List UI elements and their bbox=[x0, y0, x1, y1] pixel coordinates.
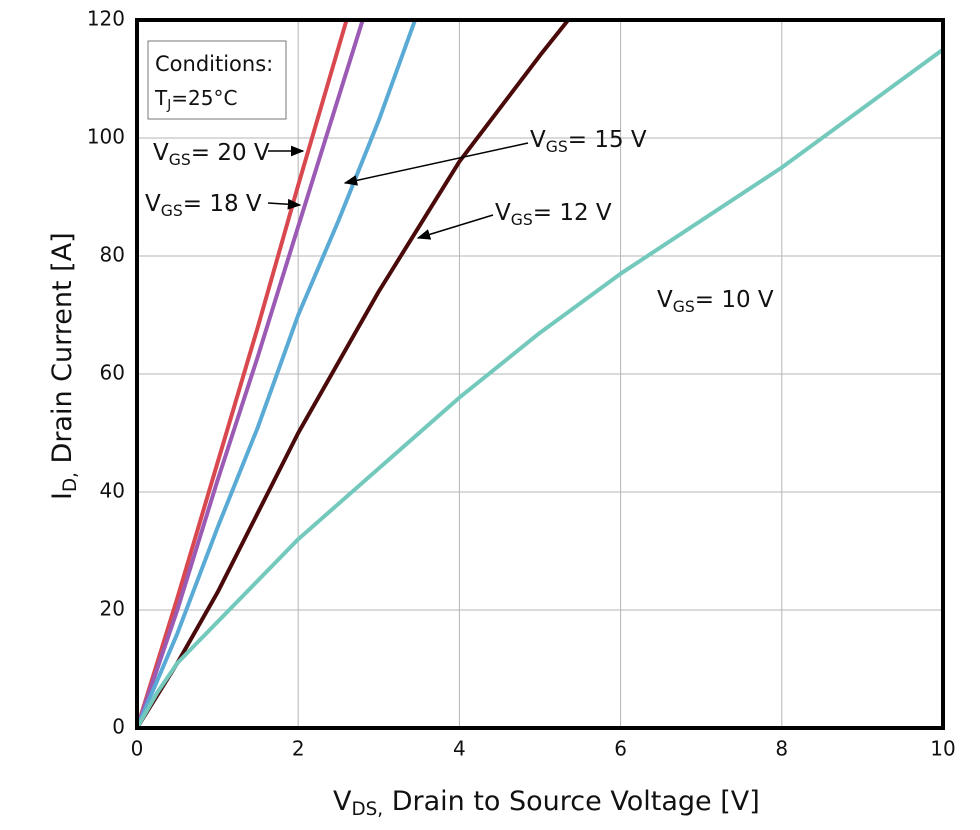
y-tick-label: 60 bbox=[100, 361, 125, 385]
series-label: VGS= 10 V bbox=[657, 287, 774, 316]
plot-frame bbox=[135, 18, 945, 730]
y-axis-title-sub: D, bbox=[60, 472, 81, 492]
series-label: VGS= 18 V bbox=[145, 191, 262, 220]
conditions-line-main: T bbox=[154, 86, 168, 110]
series-label: VGS= 20 V bbox=[153, 140, 270, 169]
series-label-main: V bbox=[530, 127, 546, 153]
series-line bbox=[135, 19, 349, 729]
series-label-sub: GS bbox=[673, 296, 695, 315]
series-label-main: V bbox=[153, 140, 169, 166]
conditions-line: TJ=25°C bbox=[154, 86, 237, 114]
conditions-box bbox=[147, 40, 287, 120]
x-axis-title-rest: Drain to Source Voltage [V] bbox=[383, 786, 760, 817]
series-label-main: V bbox=[145, 191, 161, 217]
annotation-arrow bbox=[267, 198, 302, 210]
series-label-sub: GS bbox=[161, 200, 183, 219]
series-label-rest: = 18 V bbox=[183, 191, 262, 217]
conditions-title: Conditions: bbox=[155, 52, 273, 76]
y-tick-label: 40 bbox=[100, 479, 125, 503]
annotation-arrow bbox=[416, 214, 494, 240]
x-tick-label: 0 bbox=[131, 737, 144, 761]
x-tick-label: 8 bbox=[775, 737, 788, 761]
x-tick-label: 10 bbox=[930, 737, 955, 761]
x-axis-title-main: V bbox=[333, 786, 352, 817]
series-label: VGS= 12 V bbox=[495, 200, 612, 229]
x-axis-title-sub: DS, bbox=[351, 799, 383, 820]
x-tick-label: 4 bbox=[453, 737, 466, 761]
series-line bbox=[135, 18, 570, 730]
annotation-arrow bbox=[343, 142, 529, 186]
conditions-line-sub: J bbox=[166, 97, 171, 113]
conditions-line-rest: =25°C bbox=[171, 86, 237, 110]
y-axis-title-main: I bbox=[47, 492, 78, 500]
y-axis-title-rest: Drain Current [A] bbox=[47, 232, 78, 472]
series-label-rest: = 20 V bbox=[191, 140, 270, 166]
y-tick-label: 0 bbox=[112, 715, 125, 739]
x-axis-title: VDS, Drain to Source Voltage [V] bbox=[333, 786, 760, 821]
series-line bbox=[135, 19, 417, 729]
series-label-main: V bbox=[657, 287, 673, 313]
y-tick-label: 80 bbox=[100, 243, 125, 267]
series-line bbox=[135, 19, 365, 729]
series-label-sub: GS bbox=[511, 209, 533, 228]
series-label-sub: GS bbox=[169, 149, 191, 168]
series-line bbox=[135, 47, 945, 729]
y-tick-label: 100 bbox=[87, 125, 125, 149]
y-axis-title: ID, Drain Current [A] bbox=[47, 232, 82, 500]
y-tick-label: 20 bbox=[100, 597, 125, 621]
series-label-rest: = 15 V bbox=[568, 127, 647, 153]
series-label-sub: GS bbox=[546, 136, 568, 155]
x-tick-label: 6 bbox=[614, 737, 627, 761]
series-label-rest: = 12 V bbox=[533, 200, 612, 226]
series-label: VGS= 15 V bbox=[530, 127, 647, 156]
y-tick-label: 120 bbox=[87, 7, 125, 31]
x-tick-label: 2 bbox=[292, 737, 305, 761]
series-label-main: V bbox=[495, 200, 511, 226]
series-label-rest: = 10 V bbox=[695, 287, 774, 313]
